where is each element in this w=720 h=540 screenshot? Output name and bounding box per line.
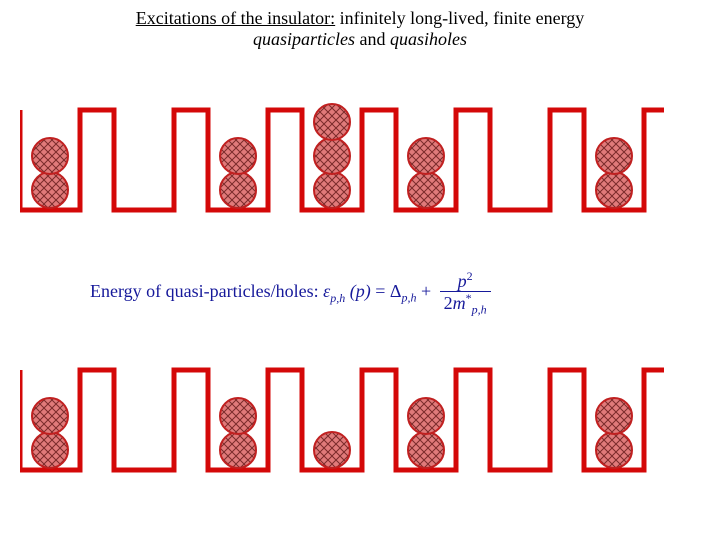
particle [220, 138, 256, 174]
particle [596, 172, 632, 208]
particle [314, 432, 350, 468]
title-underlined: Excitations of the insulator: [136, 8, 335, 28]
formula-eq: = Δp,h [375, 281, 416, 301]
title-and: and [355, 29, 390, 49]
particle [408, 172, 444, 208]
particle [314, 104, 350, 140]
particle [32, 138, 68, 174]
particle [220, 398, 256, 434]
particle [408, 138, 444, 174]
title-line-2: quasiparticles and quasiholes [0, 29, 720, 50]
particle [220, 172, 256, 208]
particle [314, 138, 350, 174]
particle [32, 432, 68, 468]
particle [596, 138, 632, 174]
title-italic-2: quasiholes [390, 29, 467, 49]
particle [408, 398, 444, 434]
lattice-bottom-svg [20, 360, 700, 510]
formula-numerator: p2 [440, 270, 491, 292]
particle [32, 398, 68, 434]
formula-eps-sub: p,h [330, 291, 345, 305]
particle [596, 432, 632, 468]
slide-title: Excitations of the insulator: infinitely… [0, 8, 720, 50]
title-italic-1: quasiparticles [253, 29, 355, 49]
particle [314, 172, 350, 208]
formula-prefix: Energy of quasi-particles/holes: [90, 281, 323, 301]
formula-denominator: 2m*p,h [440, 292, 491, 316]
particle [32, 172, 68, 208]
title-line-1: Excitations of the insulator: infinitely… [0, 8, 720, 29]
particle [596, 398, 632, 434]
formula-arg: (p) [350, 281, 371, 301]
formula-plus: + [421, 281, 436, 301]
lattice-top-svg [20, 100, 700, 250]
title-rest: infinitely long-lived, finite energy [335, 8, 584, 28]
particle [408, 432, 444, 468]
energy-formula: Energy of quasi-particles/holes: εp,h (p… [90, 270, 491, 316]
particle [220, 432, 256, 468]
formula-fraction: p2 2m*p,h [440, 270, 491, 316]
